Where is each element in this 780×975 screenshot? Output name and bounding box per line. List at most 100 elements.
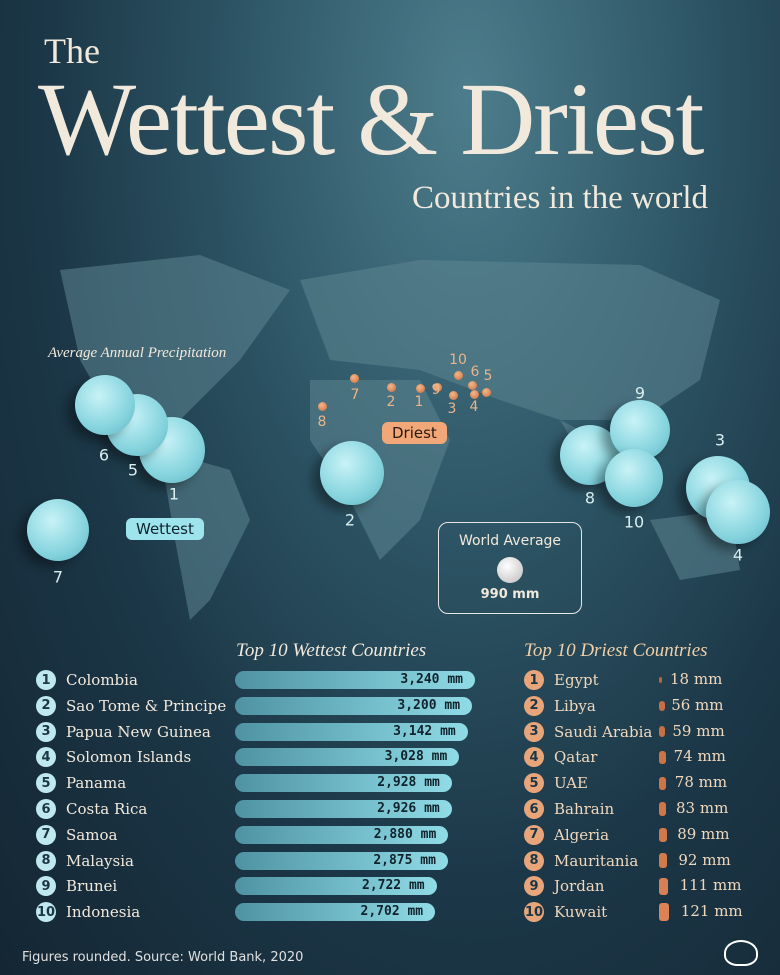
country-name: Qatar [554, 748, 598, 767]
driest-row: 10 Kuwait [524, 899, 607, 925]
driest-rank-label: 2 [386, 394, 396, 410]
rank-badge: 5 [36, 773, 56, 794]
driest-row: 4 Qatar [524, 744, 597, 770]
driest-row: 9 Jordan [524, 873, 604, 899]
country-name: Solomon Islands [66, 748, 192, 767]
country-name: Kuwait [554, 903, 608, 922]
wettest-row: 8 Malaysia [36, 848, 134, 874]
rank-badge: 1 [36, 670, 56, 690]
driest-rank-label: 4 [469, 399, 479, 415]
wettest-bar: 3,200 mm [235, 696, 473, 715]
country-name: Panama [66, 774, 127, 793]
wettest-bar: 2,880 mm [235, 825, 449, 844]
driest-row: 7 Algeria [524, 822, 609, 848]
driest-bar [659, 877, 669, 895]
driest-rank-label: 5 [483, 368, 493, 384]
wettest-bar: 2,875 mm [235, 851, 448, 870]
country-name: Samoa [66, 825, 118, 844]
driest-bar [659, 827, 667, 842]
page-title: Wettest & Driest [38, 62, 704, 177]
wettest-row: 1 Colombia [36, 667, 138, 693]
page-subtitle: Countries in the world [412, 180, 709, 216]
driest-value: 92 mm [678, 850, 731, 869]
wettest-bar: 2,722 mm [235, 877, 437, 896]
country-name: Indonesia [66, 903, 141, 922]
wettest-row: 5 Panama [36, 770, 126, 796]
driest-rank-label: 10 [449, 352, 467, 368]
rank-badge: 8 [36, 850, 56, 871]
driest-dot [468, 381, 477, 390]
source-footer: Figures rounded. Source: World Bank, 202… [22, 950, 304, 965]
wettest-bar: 3,142 mm [235, 722, 468, 741]
wettest-row: 2 Sao Tome & Principe [36, 693, 226, 719]
driest-rank-label: 7 [350, 387, 360, 403]
driest-value: 74 mm [673, 747, 726, 766]
driest-dot [433, 383, 442, 392]
driest-dot [350, 374, 359, 383]
driest-dot [470, 390, 479, 399]
title-the: The [44, 31, 100, 71]
driest-value: 78 mm [674, 773, 728, 792]
wettest-tag: Wettest [126, 518, 204, 540]
driest-value: 121 mm [680, 902, 743, 921]
driest-value: 18 mm [670, 670, 723, 688]
country-name: Jordan [554, 877, 605, 896]
rank-badge: 4 [36, 747, 56, 768]
country-name: Colombia [66, 671, 138, 689]
world-average-value: 990 mm [480, 587, 540, 602]
driest-bar [659, 802, 667, 816]
driest-dot [482, 388, 491, 397]
driest-heading: Top 10 Driest Countries [524, 640, 708, 661]
rank-badge: 8 [524, 850, 544, 871]
rank-badge: 2 [524, 695, 544, 716]
wettest-rank-label: 1 [168, 484, 180, 504]
driest-bar [659, 853, 668, 868]
driest-row: 8 Mauritania [524, 848, 638, 874]
driest-row: 6 Bahrain [524, 796, 614, 822]
driest-value: 83 mm [676, 799, 729, 817]
driest-value: 111 mm [679, 876, 742, 895]
country-name: Mauritania [554, 851, 639, 870]
driest-dot [387, 383, 396, 392]
country-name: Papua New Guinea [66, 722, 211, 741]
rank-badge: 7 [524, 824, 544, 845]
driest-bar [659, 726, 665, 737]
country-name: Egypt [554, 671, 599, 689]
world-average-box: World Average 990 mm [438, 522, 582, 614]
driest-value: 59 mm [672, 721, 725, 740]
driest-rank-label: 1 [414, 394, 424, 410]
wettest-rank-label: 7 [52, 567, 64, 587]
rank-badge: 7 [36, 824, 56, 845]
driest-row: 2 Libya [524, 693, 596, 719]
average-precipitation-label: Average Annual Precipitation [48, 345, 227, 361]
wettest-bubble [706, 480, 770, 544]
wettest-bar: 3,028 mm [235, 748, 460, 767]
country-name: Saudi Arabia [554, 722, 653, 741]
rank-badge: 6 [524, 799, 544, 819]
driest-bar [659, 700, 665, 712]
wettest-bubble [320, 441, 384, 505]
country-name: Algeria [554, 825, 610, 844]
driest-row: 5 UAE [524, 770, 588, 796]
rank-badge: 3 [36, 721, 56, 742]
wettest-rank-label: 2 [344, 510, 356, 530]
driest-rank-label: 9 [431, 382, 441, 398]
wettest-heading: Top 10 Wettest Countries [236, 640, 427, 661]
world-average-bubble [497, 557, 523, 583]
rank-badge: 10 [524, 902, 544, 923]
driest-dot [454, 371, 463, 380]
driest-rank-label: 3 [447, 401, 457, 417]
rank-badge: 1 [524, 670, 544, 690]
wettest-rank-label: 8 [584, 488, 596, 508]
wettest-bar: 2,702 mm [235, 903, 436, 922]
wettest-rank-label: 9 [634, 383, 646, 403]
driest-dot [318, 402, 327, 411]
driest-dot [416, 384, 425, 393]
country-name: Costa Rica [66, 800, 148, 818]
rank-badge: 4 [524, 747, 544, 768]
wettest-rank-label: 4 [732, 545, 744, 565]
rank-badge: 5 [524, 773, 544, 794]
driest-dot [449, 391, 458, 400]
logo-icon [724, 940, 758, 966]
wettest-rank-label: 5 [127, 460, 139, 480]
